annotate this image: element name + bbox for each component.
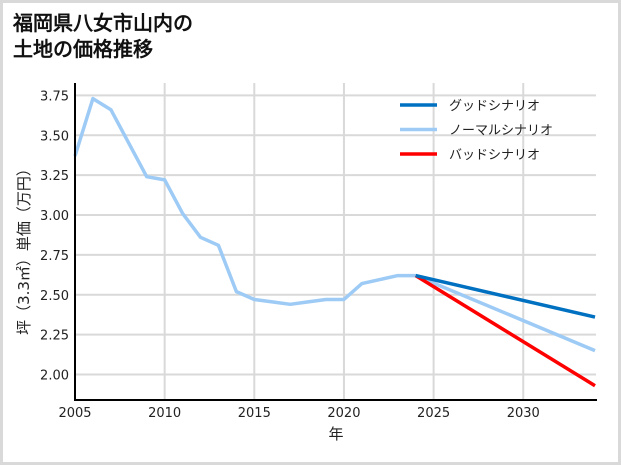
series-lines xyxy=(73,96,596,388)
legend-item: グッドシナリオ xyxy=(400,99,540,114)
y-tick-label: 2.75 xyxy=(40,249,69,264)
chart-title-line1: 福岡県八女市山内の xyxy=(13,11,193,35)
series-line-2 xyxy=(414,274,596,388)
y-tick-label: 2.25 xyxy=(40,329,69,344)
y-tick-label: 2.50 xyxy=(40,289,69,304)
x-tick-label: 2005 xyxy=(58,406,91,421)
y-axis-label: 坪（3.3㎡）単価（万円） xyxy=(15,161,33,335)
y-tick-label: 3.75 xyxy=(40,89,69,104)
y-tick-label: 3.25 xyxy=(40,169,69,184)
series-line-0 xyxy=(415,273,596,319)
y-tick-label: 3.50 xyxy=(40,129,69,144)
axes xyxy=(74,83,597,401)
series-line-1 xyxy=(73,96,596,353)
y-tick-labels: 2.00 2.25 2.50 2.75 3.00 3.25 3.50 3.75 xyxy=(40,89,69,383)
legend-label: ノーマルシナリオ xyxy=(449,124,553,139)
x-tick-label: 2025 xyxy=(417,406,450,421)
x-tick-label: 2010 xyxy=(148,406,181,421)
x-tick-label: 2030 xyxy=(507,406,540,421)
x-tick-label: 2015 xyxy=(238,406,271,421)
legend-item: ノーマルシナリオ xyxy=(400,124,553,139)
x-tick-label: 2020 xyxy=(327,406,360,421)
chart-title: 福岡県八女市山内の 土地の価格推移 xyxy=(13,10,193,62)
x-axis-label: 年 xyxy=(328,425,343,443)
y-tick-label: 2.00 xyxy=(40,369,69,384)
chart-title-line2: 土地の価格推移 xyxy=(13,37,153,61)
gridlines xyxy=(75,83,596,400)
y-tick-label: 3.00 xyxy=(40,209,69,224)
legend-label: グッドシナリオ xyxy=(449,99,540,114)
legend-item: バッドシナリオ xyxy=(400,148,540,163)
x-tick-labels: 2005 2010 2015 2020 2025 2030 xyxy=(58,406,539,421)
legend-label: バッドシナリオ xyxy=(449,148,540,163)
